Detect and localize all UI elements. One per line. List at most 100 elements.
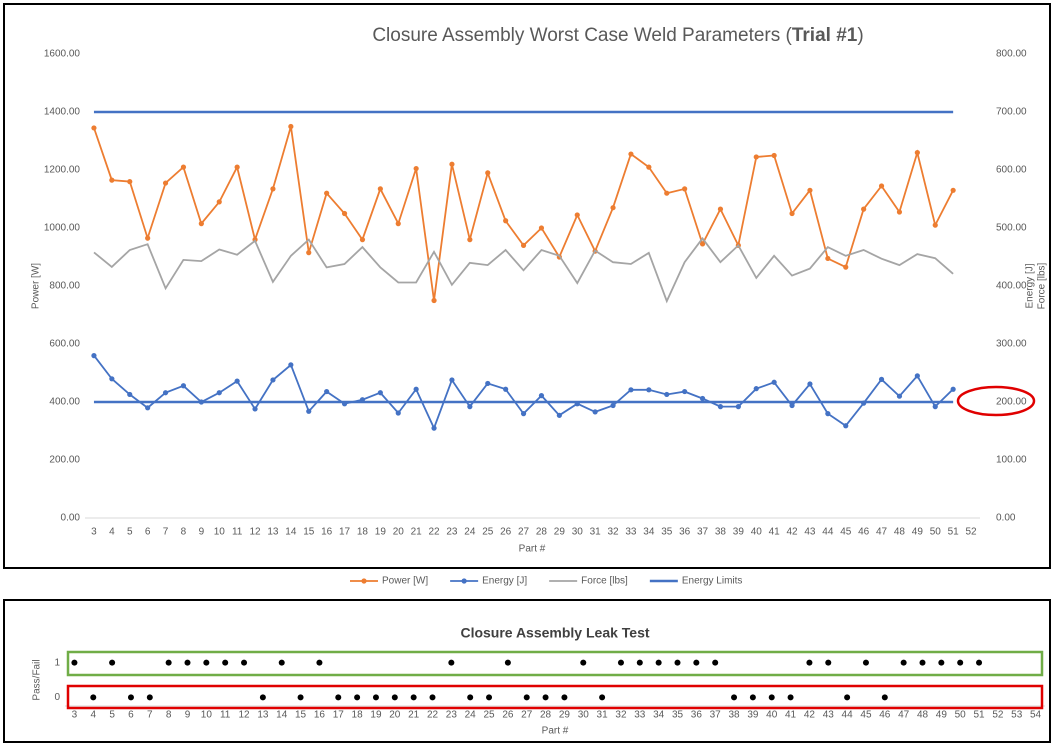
point — [932, 404, 938, 410]
x-tick-label: 19 — [370, 710, 382, 721]
x-tick-label: 44 — [842, 710, 854, 721]
point — [252, 406, 258, 412]
x-tick-label: 10 — [201, 710, 213, 721]
point — [165, 659, 172, 666]
point — [950, 187, 956, 193]
point — [957, 659, 964, 666]
point — [485, 170, 491, 176]
x-tick-label: 47 — [898, 710, 910, 721]
point — [646, 387, 652, 393]
x-tick-label: 45 — [860, 710, 872, 721]
x-tick-label: 12 — [249, 527, 261, 538]
point — [341, 210, 348, 217]
y2-axis-label: Force [lbs] — [1037, 262, 1048, 309]
point — [628, 387, 634, 393]
point — [896, 393, 903, 399]
x-tick-label: 20 — [389, 710, 401, 721]
x-tick-label: 34 — [643, 527, 655, 538]
point — [900, 659, 907, 666]
weld-chart: Closure Assembly Worst Case Weld Paramet… — [31, 25, 1048, 587]
point — [377, 186, 383, 192]
point — [843, 423, 849, 429]
y2-tick-label: 400.00 — [996, 281, 1027, 292]
point — [486, 694, 493, 701]
point — [127, 694, 134, 701]
x-tick-label: 8 — [166, 710, 172, 721]
x-tick-label: 19 — [375, 527, 387, 538]
x-tick-label: 49 — [912, 527, 924, 538]
x-tick-label: 16 — [314, 710, 326, 721]
x-tick-label: 13 — [267, 527, 279, 538]
point — [162, 180, 169, 186]
point — [731, 694, 738, 701]
point — [359, 237, 366, 243]
y-axis-label: Power [W] — [31, 263, 42, 309]
point — [109, 376, 115, 382]
point — [395, 221, 401, 227]
point — [306, 408, 312, 414]
x-tick-label: 53 — [1011, 710, 1023, 721]
x-tick-label: 54 — [1030, 710, 1042, 721]
point — [768, 694, 775, 701]
x-tick-label: 29 — [554, 527, 566, 538]
point — [449, 377, 455, 383]
x-tick-label: 43 — [823, 710, 835, 721]
point — [71, 659, 78, 666]
point — [628, 151, 634, 157]
point — [127, 391, 133, 398]
point — [753, 154, 759, 160]
x-tick-label: 44 — [822, 527, 834, 538]
x-tick-label: 28 — [540, 710, 552, 721]
x-tick-label: 18 — [357, 527, 369, 538]
point — [938, 659, 945, 666]
x-tick-label: 8 — [181, 527, 187, 538]
x-tick-label: 18 — [352, 710, 364, 721]
x-tick-label: 37 — [697, 527, 709, 538]
point — [297, 694, 304, 701]
point — [91, 125, 97, 131]
point — [542, 694, 549, 701]
point — [335, 694, 342, 701]
point — [91, 353, 97, 359]
x-tick-label: 10 — [214, 527, 226, 538]
x-tick-label: 41 — [769, 527, 781, 538]
x-tick-label: 42 — [804, 710, 816, 721]
x-tick-label: 26 — [500, 527, 512, 538]
point — [467, 694, 474, 701]
x-tick-label: 14 — [285, 527, 297, 538]
point — [523, 694, 530, 701]
x-tick-label: 15 — [295, 710, 307, 721]
y-tick-label: 400.00 — [49, 397, 80, 408]
point — [843, 264, 849, 270]
point — [241, 659, 248, 666]
x-tick-label: 28 — [536, 527, 548, 538]
point — [216, 199, 222, 205]
y2-tick-label: 600.00 — [996, 165, 1027, 176]
point — [717, 206, 724, 212]
point — [976, 659, 983, 666]
x-tick-label: 36 — [679, 527, 691, 538]
legend-marker — [461, 578, 467, 584]
bottom-panel — [3, 599, 1051, 743]
x-tick-label: 37 — [710, 710, 722, 721]
x-tick-label: 51 — [973, 710, 985, 721]
x-tick-label: 12 — [238, 710, 250, 721]
x-tick-label: 17 — [339, 527, 351, 538]
point — [610, 402, 616, 409]
y2-tick-label: 300.00 — [996, 339, 1027, 350]
point — [693, 659, 700, 666]
point — [699, 241, 706, 247]
point — [127, 179, 133, 185]
point — [914, 150, 920, 156]
point — [270, 377, 276, 383]
chart-title: Closure Assembly Leak Test — [460, 625, 649, 641]
x-tick-label: 20 — [393, 527, 405, 538]
point — [431, 297, 437, 304]
x-tick-label: 41 — [785, 710, 797, 721]
x-tick-label: 42 — [786, 527, 798, 538]
point — [861, 206, 867, 212]
y-tick-label: 1000.00 — [44, 223, 81, 234]
x-tick-label: 31 — [597, 710, 609, 721]
x-tick-label: 24 — [465, 710, 477, 721]
